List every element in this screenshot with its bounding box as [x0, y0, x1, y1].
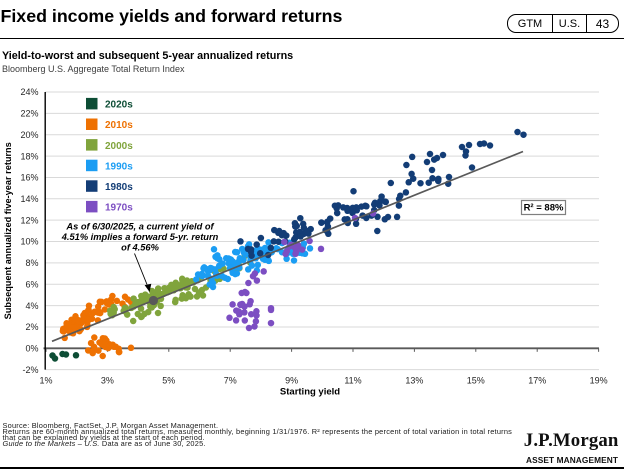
- svg-text:19%: 19%: [590, 376, 608, 386]
- svg-text:4.51% implies a forward 5-yr.: 4.51% implies a forward 5-yr. return: [61, 232, 219, 242]
- svg-text:Subsequent annualized five-yea: Subsequent annualized five-year returns: [3, 142, 13, 319]
- svg-text:Starting yield: Starting yield: [280, 387, 340, 398]
- svg-text:2010s: 2010s: [105, 120, 133, 131]
- svg-text:9%: 9%: [285, 376, 298, 386]
- svg-text:6%: 6%: [25, 279, 38, 289]
- svg-text:As of 6/30/2025, a current yie: As of 6/30/2025, a current yield of: [65, 222, 214, 232]
- svg-text:10%: 10%: [20, 237, 38, 247]
- svg-text:3%: 3%: [101, 376, 114, 386]
- svg-text:17%: 17%: [528, 376, 546, 386]
- svg-text:1%: 1%: [39, 376, 52, 386]
- svg-text:1980s: 1980s: [105, 182, 133, 193]
- svg-text:18%: 18%: [20, 151, 38, 161]
- svg-text:22%: 22%: [20, 109, 38, 119]
- svg-text:-2%: -2%: [22, 365, 38, 375]
- svg-text:11%: 11%: [344, 376, 361, 386]
- svg-text:8%: 8%: [25, 258, 38, 268]
- svg-text:7%: 7%: [224, 376, 237, 386]
- svg-text:13%: 13%: [405, 376, 423, 386]
- svg-text:16%: 16%: [20, 173, 38, 183]
- svg-text:15%: 15%: [467, 376, 485, 386]
- svg-text:5%: 5%: [162, 376, 175, 386]
- svg-text:20%: 20%: [20, 130, 38, 140]
- svg-text:12%: 12%: [20, 215, 38, 225]
- svg-text:2020s: 2020s: [105, 100, 133, 111]
- svg-text:2000s: 2000s: [105, 141, 133, 152]
- svg-text:of 4.56%: of 4.56%: [121, 243, 159, 253]
- svg-text:14%: 14%: [20, 194, 38, 204]
- svg-text:1970s: 1970s: [105, 203, 133, 214]
- svg-text:1990s: 1990s: [105, 161, 133, 172]
- svg-text:2%: 2%: [25, 322, 38, 332]
- svg-text:0%: 0%: [25, 344, 38, 354]
- svg-text:24%: 24%: [20, 87, 38, 97]
- svg-text:R² = 88%: R² = 88%: [524, 203, 564, 214]
- svg-text:4%: 4%: [25, 301, 38, 311]
